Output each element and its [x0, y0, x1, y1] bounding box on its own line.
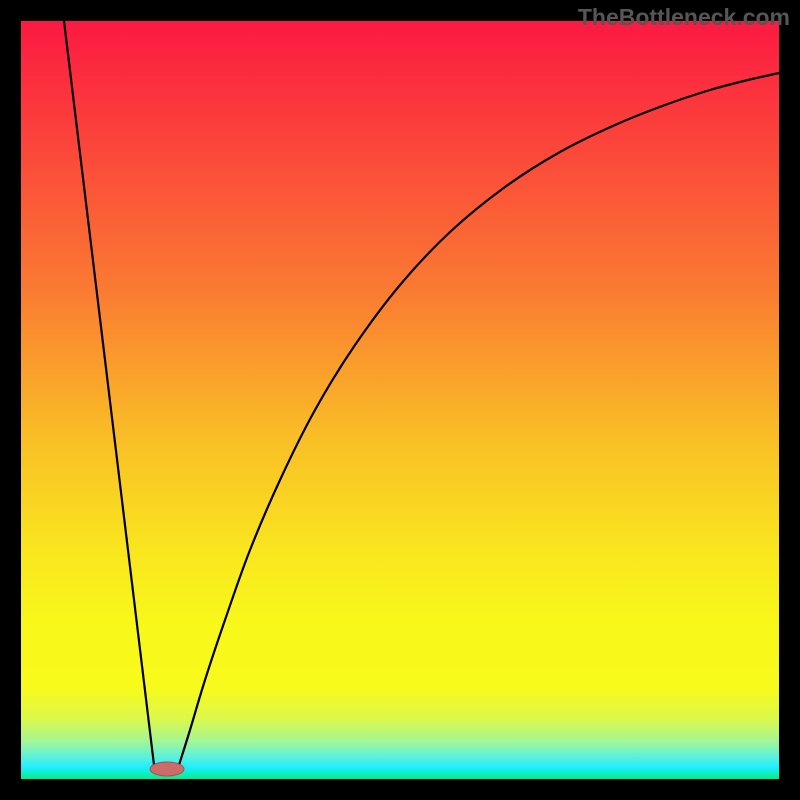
- chart-container: TheBottleneck.com: [0, 0, 800, 800]
- watermark-text: TheBottleneck.com: [578, 4, 790, 31]
- chart-background: [21, 21, 779, 779]
- optimal-point-marker: [150, 762, 184, 776]
- bottleneck-chart: [0, 0, 800, 800]
